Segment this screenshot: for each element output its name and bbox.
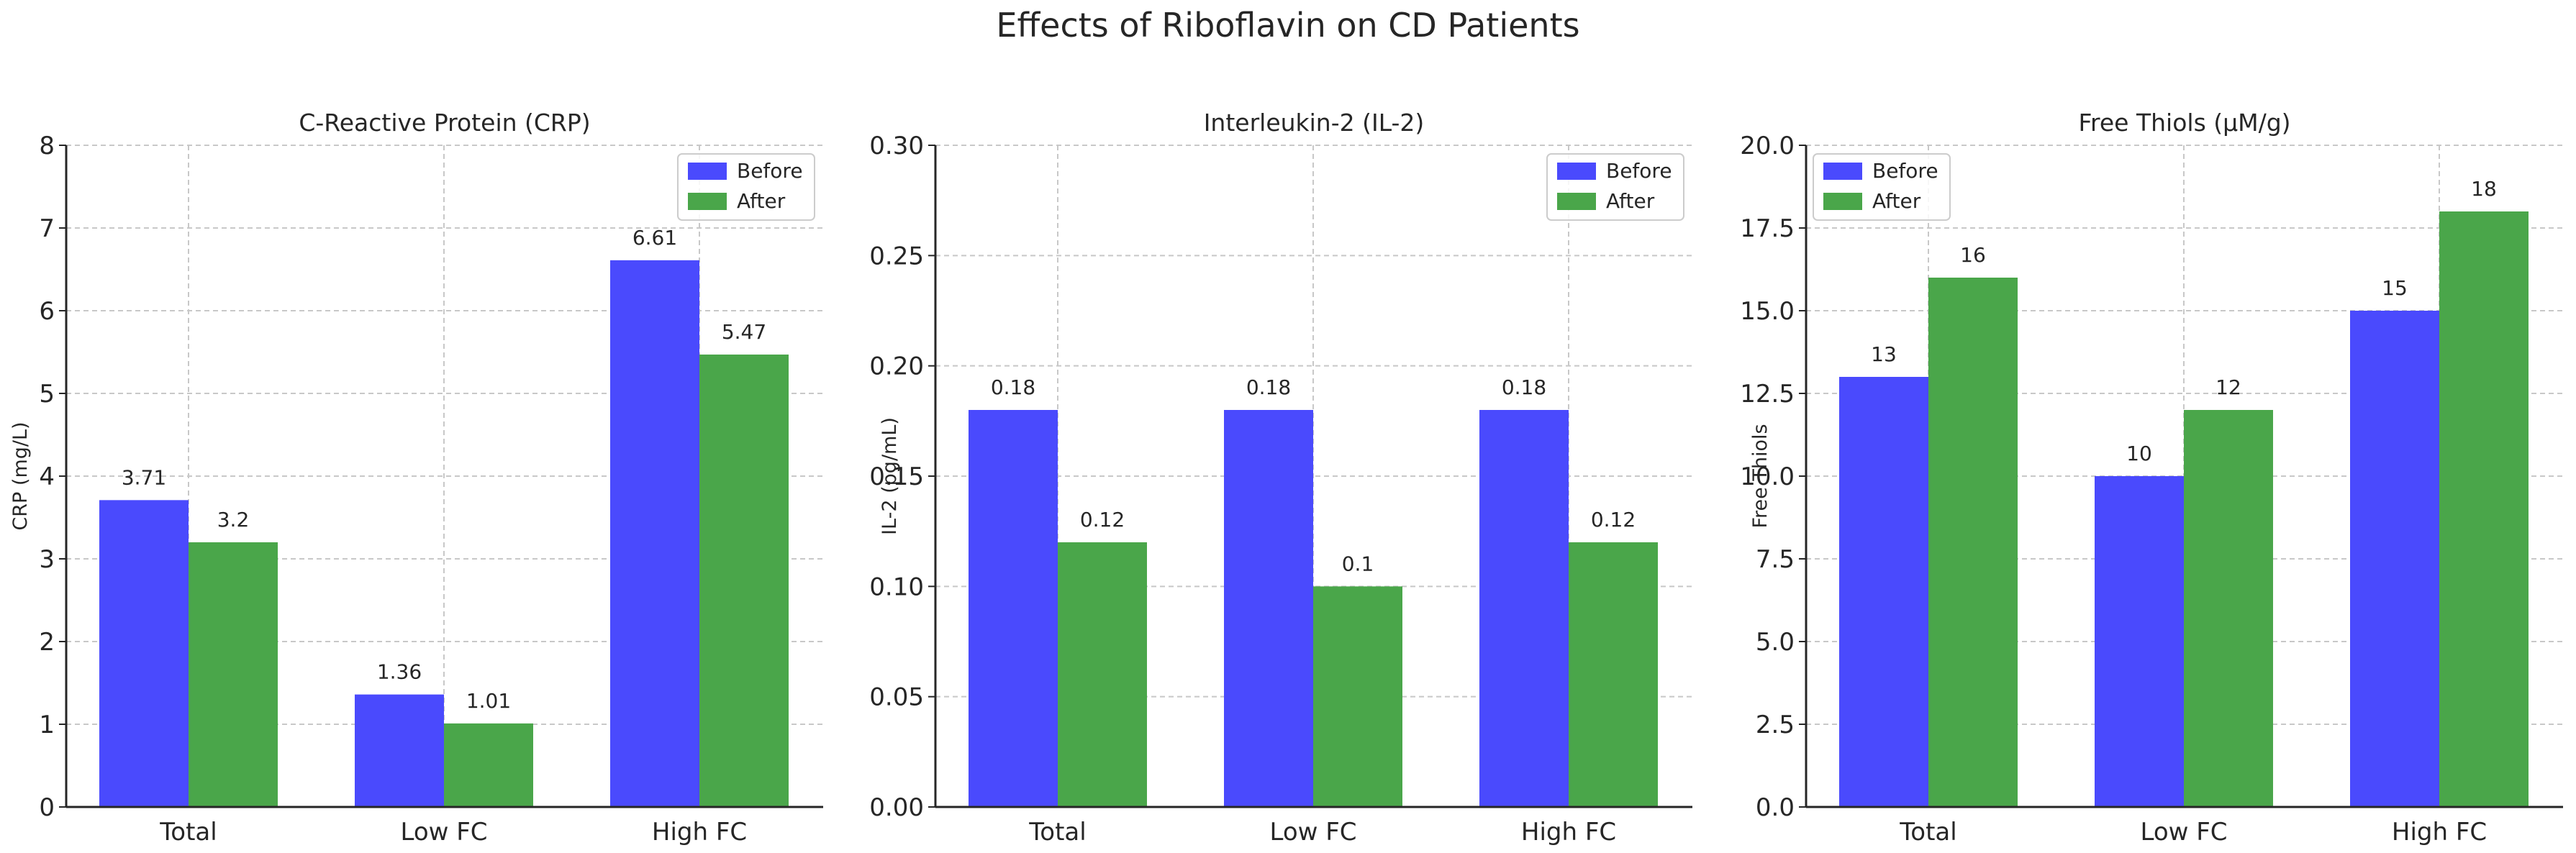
legend-swatch-after xyxy=(1823,193,1862,210)
bar-after-low-fc xyxy=(444,723,533,807)
bar-after-low-fc xyxy=(1313,586,1402,807)
y-tick-label: 15.0 xyxy=(1740,297,1795,326)
bar-value-label: 5.47 xyxy=(722,320,766,344)
x-tick-label: Low FC xyxy=(400,818,487,847)
y-tick-label: 0.10 xyxy=(869,573,924,601)
y-tick-label: 5.0 xyxy=(1756,628,1795,657)
bar-after-high-fc xyxy=(2439,211,2529,807)
y-tick-label: 0.15 xyxy=(869,462,924,491)
bar-after-low-fc xyxy=(2184,410,2273,807)
legend: Before After xyxy=(1546,153,1684,221)
bar-value-label: 1.36 xyxy=(377,660,422,684)
bar-after-total xyxy=(189,542,278,807)
legend: Before After xyxy=(1813,153,1951,221)
y-tick-label: 3 xyxy=(39,545,55,574)
bar-before-total xyxy=(969,410,1058,807)
legend-swatch-before xyxy=(1557,163,1596,180)
y-axis-label: IL-2 (pg/mL) xyxy=(879,417,901,535)
chart-title: C-Reactive Protein (CRP) xyxy=(299,109,590,137)
legend-label-before: Before xyxy=(1606,159,1672,183)
chart-panel-2: 0.18 0.18 0.18 0.12 0.1 0.12 0.00 0.05 0.10 0.15 0… xyxy=(869,109,1692,847)
legend-label-after: After xyxy=(1872,189,1921,213)
bar-value-label: 10 xyxy=(2126,442,2152,465)
bar-value-label: 13 xyxy=(1871,342,1897,366)
y-tick-label: 2.5 xyxy=(1756,711,1795,739)
bar-value-label: 6.61 xyxy=(632,226,677,250)
bar-before-high-fc xyxy=(1479,410,1569,807)
bar-before-low-fc xyxy=(355,694,444,807)
x-tick-label: Low FC xyxy=(1269,818,1356,847)
bar-value-label: 3.2 xyxy=(217,508,250,532)
bar-value-label: 18 xyxy=(2471,177,2497,201)
legend-swatch-after xyxy=(1557,193,1596,210)
x-tick-label: Total xyxy=(159,818,217,847)
y-tick-label: 7 xyxy=(39,214,55,243)
y-tick-label: 1 xyxy=(39,711,55,739)
x-tick-label: Total xyxy=(1028,818,1086,847)
bar-value-label: 0.12 xyxy=(1080,508,1125,532)
bar-value-label: 0.18 xyxy=(1246,375,1291,399)
y-tick-label: 12.5 xyxy=(1740,380,1795,409)
bar-value-label: 0.12 xyxy=(1591,508,1636,532)
y-tick-label: 2 xyxy=(39,628,55,657)
x-tick-label: Total xyxy=(1899,818,1956,847)
y-tick-label: 0.20 xyxy=(869,352,924,381)
chart-panel-1: 3.71 1.36 6.61 3.2 1.01 5.47 0 1 2 3 4 5 6 7 8 Total Low… xyxy=(9,109,823,847)
y-tick-label: 10.0 xyxy=(1740,462,1795,491)
legend-label-before: Before xyxy=(737,159,803,183)
y-tick-label: 0 xyxy=(39,793,55,822)
bar-after-total xyxy=(1058,542,1147,807)
legend-swatch-before xyxy=(1823,163,1862,180)
legend: Before After xyxy=(677,153,815,221)
y-tick-label: 20.0 xyxy=(1740,132,1795,160)
bar-before-low-fc xyxy=(2095,476,2184,807)
chart-title: Free Thiols (μM/g) xyxy=(2078,109,2290,137)
bar-value-label: 12 xyxy=(2216,375,2241,399)
x-tick-label: High FC xyxy=(652,818,747,847)
y-tick-label: 5 xyxy=(39,380,55,409)
bar-value-label: 15 xyxy=(2382,276,2408,300)
chart-title: Interleukin-2 (IL-2) xyxy=(1204,109,1425,137)
x-tick-label: Low FC xyxy=(2140,818,2227,847)
y-axis-label: CRP (mg/L) xyxy=(9,421,32,530)
y-tick-label: 17.5 xyxy=(1740,214,1795,243)
bar-before-high-fc xyxy=(610,260,699,808)
y-tick-label: 0.05 xyxy=(869,683,924,712)
y-tick-label: 7.5 xyxy=(1756,545,1795,574)
x-tick-label: High FC xyxy=(1521,818,1616,847)
bar-after-total xyxy=(1928,278,2018,807)
bar-value-label: 1.01 xyxy=(466,689,511,713)
bar-before-total xyxy=(99,500,189,807)
bar-after-high-fc xyxy=(1569,542,1658,807)
y-tick-label: 6 xyxy=(39,297,55,326)
legend-label-after: After xyxy=(737,189,786,213)
legend-label-before: Before xyxy=(1872,159,1938,183)
bar-after-high-fc xyxy=(699,354,789,807)
y-tick-label: 4 xyxy=(39,462,55,491)
bar-value-label: 3.71 xyxy=(122,465,166,489)
y-tick-label: 0.30 xyxy=(869,132,924,160)
bar-value-label: 16 xyxy=(1960,243,1986,267)
bar-before-total xyxy=(1839,377,1928,807)
chart-panel-3: 13 10 15 16 12 18 0.0 2.5 5.0 7.5 10.0 12.5 15.0 17.5… xyxy=(1740,109,2563,847)
bar-value-label: 0.18 xyxy=(991,375,1035,399)
y-tick-label: 0.25 xyxy=(869,242,924,270)
figure-title: Effects of Riboflavin on CD Patients xyxy=(996,6,1580,45)
x-tick-label: High FC xyxy=(2392,818,2487,847)
bar-before-low-fc xyxy=(1224,410,1313,807)
bar-before-high-fc xyxy=(2350,311,2439,807)
legend-swatch-before xyxy=(688,163,727,180)
legend-label-after: After xyxy=(1606,189,1655,213)
y-tick-label: 0.00 xyxy=(869,793,924,822)
legend-swatch-after xyxy=(688,193,727,210)
y-tick-label: 0.0 xyxy=(1756,793,1795,822)
y-tick-label: 8 xyxy=(39,132,55,160)
bar-value-label: 0.1 xyxy=(1342,552,1374,575)
bar-value-label: 0.18 xyxy=(1502,375,1546,399)
y-axis-label: Free Thiols xyxy=(1749,424,1772,528)
